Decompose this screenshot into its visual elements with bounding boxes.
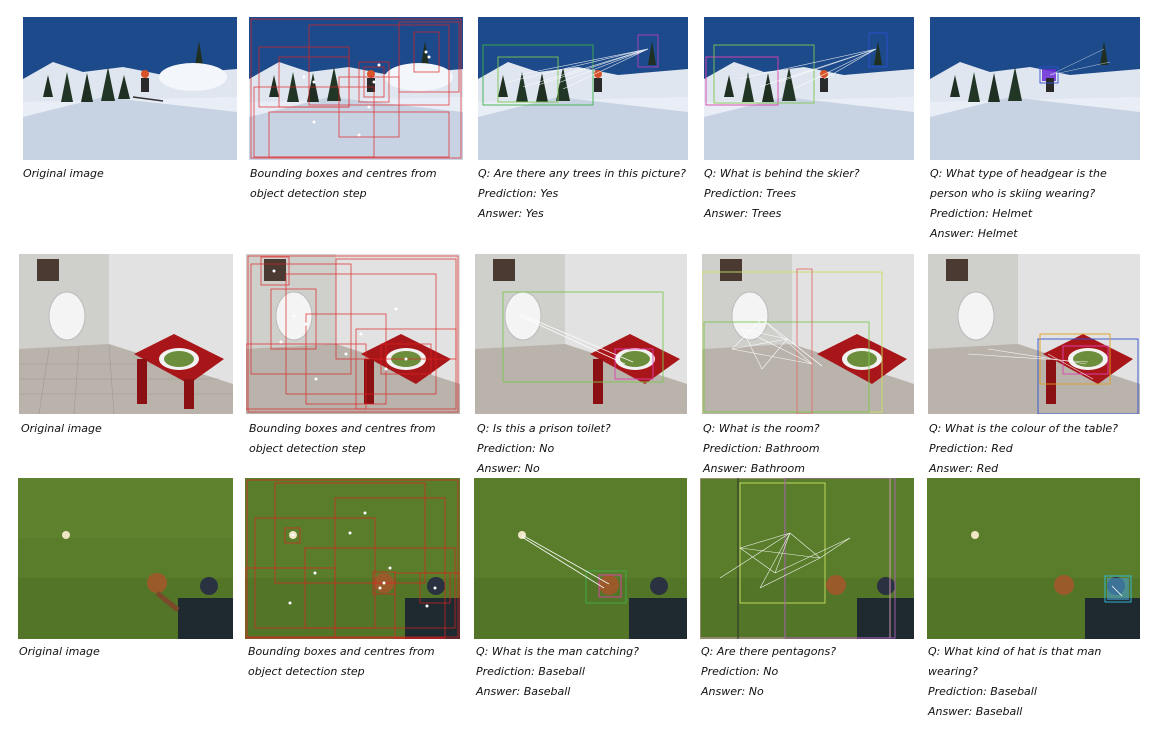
baseball-q2-attention-image	[700, 478, 914, 639]
ski-q3-caption: Q: What type of headgear is the person w…	[930, 167, 1107, 240]
ski-original-image	[23, 17, 237, 160]
ski-detection-image	[249, 17, 463, 160]
bathroom-q1-attention-image	[475, 254, 687, 414]
bathroom-q3-caption: Q: What is the colour of the table? Pred…	[929, 422, 1118, 475]
baseball-q3-attention-image	[927, 478, 1140, 639]
baseball-original-caption: Original image	[19, 645, 100, 658]
bathroom-q3-attention-image	[928, 254, 1140, 414]
ski-q2-caption: Q: What is behind the skier? Prediction:…	[704, 167, 860, 220]
baseball-original-image	[18, 478, 233, 639]
ski-q1-attention-image	[478, 17, 688, 160]
bathroom-detection-image	[246, 254, 460, 414]
baseball-detection-image	[245, 478, 460, 639]
bathroom-q2-caption: Q: What is the room? Prediction: Bathroo…	[703, 422, 820, 475]
bathroom-detection-caption: Bounding boxes and centres from object d…	[249, 422, 436, 455]
baseball-q3-caption: Q: What kind of hat is that man wearing?…	[928, 645, 1102, 718]
ski-original-caption: Original image	[23, 167, 104, 180]
baseball-q2-caption: Q: Are there pentagons? Prediction: No A…	[701, 645, 837, 698]
baseball-q1-attention-image	[474, 478, 687, 639]
bathroom-q1-caption: Q: Is this a prison toilet? Prediction: …	[477, 422, 611, 475]
ski-detection-caption: Bounding boxes and centres from object d…	[250, 167, 437, 200]
bathroom-original-image	[19, 254, 233, 414]
ski-q2-attention-image	[704, 17, 914, 160]
bathroom-original-caption: Original image	[21, 422, 102, 435]
ski-q1-caption: Q: Are there any trees in this picture? …	[478, 167, 686, 220]
baseball-detection-caption: Bounding boxes and centres from object d…	[248, 645, 435, 678]
ski-q3-attention-image	[930, 17, 1140, 160]
baseball-q1-caption: Q: What is the man catching? Prediction:…	[476, 645, 639, 698]
bathroom-q2-attention-image	[702, 254, 914, 414]
